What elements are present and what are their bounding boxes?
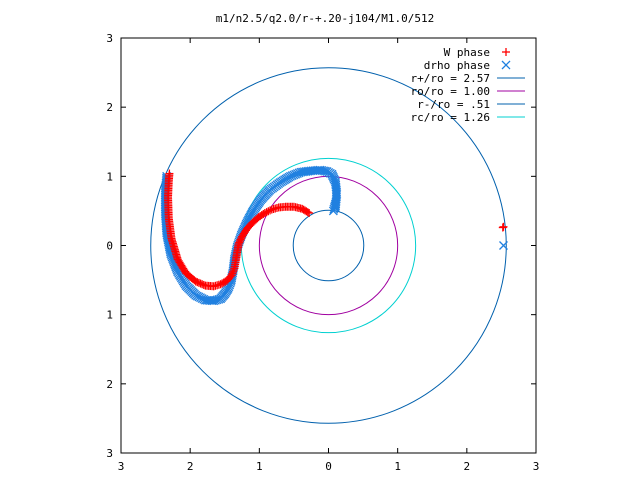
circle-2	[292, 209, 365, 282]
data-point	[165, 169, 174, 178]
x-tick-label: 3	[533, 460, 540, 473]
y-tick-label: 3	[106, 447, 113, 460]
y-tick-label: 3	[106, 32, 113, 45]
data-point	[266, 206, 275, 215]
x-tick-label: 0	[325, 460, 332, 473]
x-tick-label: 1	[256, 460, 263, 473]
data-point	[264, 207, 273, 216]
legend-swatch	[502, 48, 510, 56]
data-point	[331, 179, 341, 189]
data-point	[499, 241, 508, 250]
legend-label: W phase	[444, 46, 490, 59]
data-point	[267, 205, 276, 214]
data-point	[229, 266, 238, 275]
legend-label: drho phase	[424, 59, 490, 72]
data-point	[328, 206, 338, 216]
x-tick-label: 2	[464, 460, 471, 473]
legend-swatch	[501, 60, 511, 70]
data-point	[499, 222, 508, 231]
circle-3	[240, 157, 417, 334]
data-point	[229, 267, 238, 276]
data-point	[230, 264, 239, 273]
data-points	[160, 165, 508, 306]
circle-0	[150, 67, 507, 424]
data-point	[329, 204, 339, 214]
x-tick-label: 2	[187, 460, 194, 473]
x-tick-label: 3	[118, 460, 125, 473]
x-tick-label: 1	[394, 460, 401, 473]
legend-label: ro/ro = 1.00	[411, 85, 490, 98]
legend-label: r-/ro = .51	[417, 98, 490, 111]
legend-label: rc/ro = 1.26	[411, 111, 490, 124]
y-tick-label: 1	[106, 309, 113, 322]
circle-1	[258, 175, 399, 316]
data-point	[299, 167, 309, 177]
y-tick-label: 1	[106, 170, 113, 183]
data-point	[298, 167, 308, 177]
series-w-phase	[164, 169, 508, 291]
legend-label: r+/ro = 2.57	[411, 72, 490, 85]
chart-title: m1/n2.5/q2.0/r-+.20-j104/M1.0/512	[216, 12, 435, 25]
data-point	[498, 223, 507, 232]
y-tick-label: 0	[106, 240, 113, 253]
y-tick-label: 2	[106, 378, 113, 391]
y-tick-label: 2	[106, 101, 113, 114]
data-point	[202, 295, 212, 305]
